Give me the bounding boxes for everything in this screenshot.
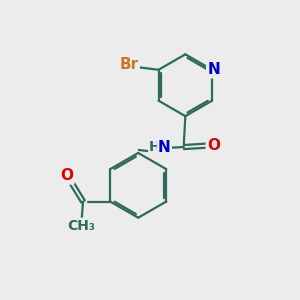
Text: Br: Br [120,57,139,72]
Text: N: N [158,140,171,155]
Text: O: O [207,138,220,153]
Text: N: N [207,62,220,77]
Text: O: O [60,168,74,183]
Text: H: H [149,140,161,154]
Text: CH₃: CH₃ [68,219,95,233]
